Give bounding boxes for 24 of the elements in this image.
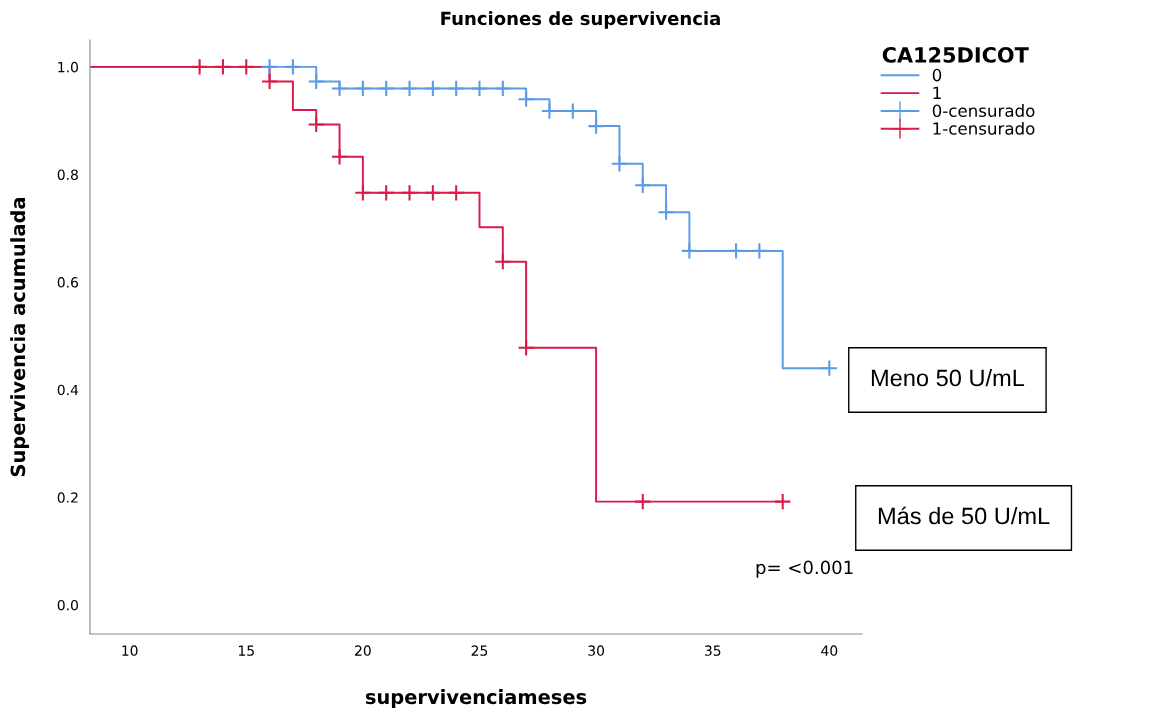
x-tick-label: 35: [704, 645, 721, 656]
y-tick-label: 0.0: [57, 599, 78, 611]
legend-label: 0: [932, 68, 942, 82]
y-tick-label: 0.8: [57, 169, 78, 180]
legend-title: CA125DICOT: [882, 47, 1029, 63]
y-axis-title: Supervivencia acumulada: [10, 197, 30, 477]
y-tick-label: 1.0: [58, 61, 78, 73]
x-tick-label: 25: [471, 645, 488, 656]
x-tick-label: 30: [588, 645, 605, 656]
chart-title: Funciones de supervivencia: [441, 11, 720, 29]
legend-label: 0-censurado: [932, 104, 1035, 117]
annotation: p= <0.001: [756, 560, 853, 578]
legend-label: 1-censurado: [933, 121, 1035, 135]
x-tick-label: 40: [821, 645, 838, 656]
y-tick-label: 0.6: [57, 277, 79, 288]
text: Meno 50 U/mL: [871, 368, 1025, 387]
x-axis-title: supervivenciameses: [365, 689, 587, 708]
x-tick-label: 10: [122, 645, 138, 656]
x-tick-label: 15: [238, 645, 254, 656]
x-tick-label: 20: [355, 645, 371, 656]
text: Más de 50 U/mL: [878, 506, 1050, 525]
y-tick-label: 0.2: [57, 492, 78, 503]
y-tick-label: 0.4: [57, 384, 79, 396]
legend-label: 1: [933, 86, 941, 99]
